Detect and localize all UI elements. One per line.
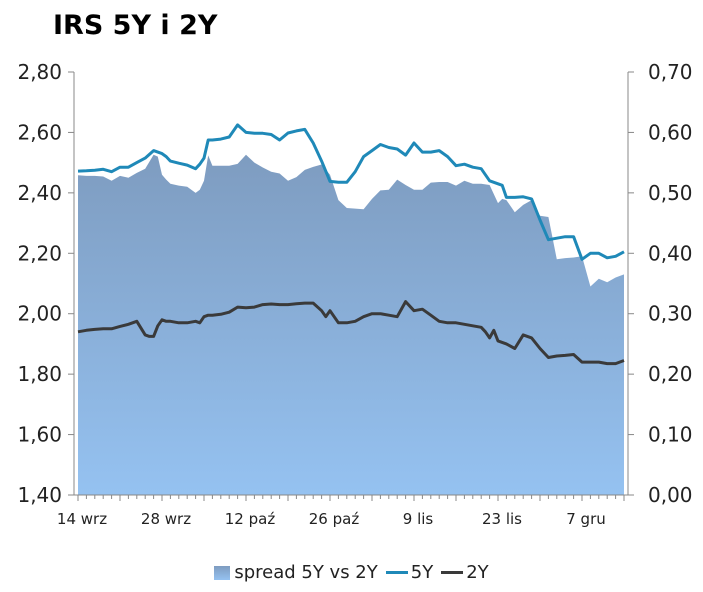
left-tick-label: 2,00 <box>17 302 62 326</box>
x-tick-label: 7 gru <box>566 510 606 528</box>
right-tick-label: 0,10 <box>648 423 693 447</box>
legend-item-5y: 5Y <box>385 562 434 583</box>
legend-label-5y: 5Y <box>410 562 434 583</box>
legend-label-spread: spread 5Y vs 2Y <box>234 562 378 583</box>
x-tick-label: 23 lis <box>482 510 522 528</box>
legend-label-2y: 2Y <box>466 562 489 583</box>
right-tick-label: 0,20 <box>648 362 693 386</box>
left-tick-label: 2,60 <box>17 120 62 144</box>
right-tick-label: 0,60 <box>648 120 693 144</box>
left-tick-label: 1,60 <box>17 423 62 447</box>
x-tick-label: 9 lis <box>403 510 434 528</box>
series-line-2y <box>77 300 625 366</box>
legend-item-spread: spread 5Y vs 2Y <box>214 562 378 583</box>
x-tick-label: 14 wrz <box>57 510 107 528</box>
left-tick-label: 2,80 <box>17 60 62 84</box>
left-tick-label: 1,40 <box>17 483 62 507</box>
legend-swatch-2y <box>441 571 464 574</box>
left-tick-label: 2,20 <box>17 241 62 265</box>
left-tick-label: 1,80 <box>17 362 62 386</box>
axes <box>68 71 634 501</box>
legend-swatch-5y <box>385 571 408 574</box>
legend: spread 5Y vs 2Y 5Y 2Y <box>0 562 703 583</box>
right-tick-label: 0,00 <box>648 483 693 507</box>
line-series-layer <box>77 123 625 366</box>
right-tick-label: 0,70 <box>648 60 693 84</box>
tick-labels: 2,80 2,60 2,40 2,20 2,00 1,80 1,60 1,40 0,70 0,60… <box>17 60 692 528</box>
legend-item-2y: 2Y <box>441 562 489 583</box>
spread-area-layer <box>78 154 624 496</box>
right-tick-label: 0,40 <box>648 241 693 265</box>
x-tick-label: 12 paź <box>225 510 276 528</box>
x-tick-label: 28 wrz <box>141 510 191 528</box>
left-tick-label: 2,40 <box>17 181 62 205</box>
spread-area <box>78 154 624 496</box>
right-tick-label: 0,50 <box>648 181 693 205</box>
legend-swatch-spread <box>214 565 231 580</box>
x-tick-label: 26 paź <box>309 510 360 528</box>
right-tick-label: 0,30 <box>648 302 693 326</box>
series-line-5y <box>77 123 625 261</box>
chart-title: IRS 5Y i 2Y <box>53 10 218 41</box>
